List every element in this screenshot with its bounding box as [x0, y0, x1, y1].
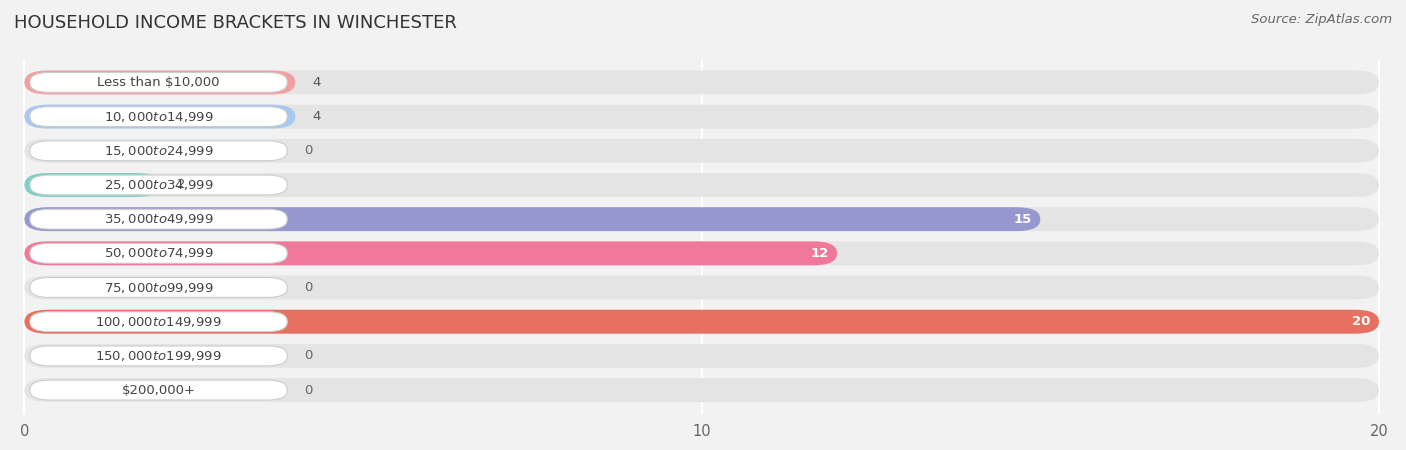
Text: $200,000+: $200,000+ [121, 383, 195, 396]
Text: 0: 0 [304, 281, 312, 294]
Text: Source: ZipAtlas.com: Source: ZipAtlas.com [1251, 14, 1392, 27]
FancyBboxPatch shape [30, 312, 287, 332]
Text: $150,000 to $199,999: $150,000 to $199,999 [96, 349, 222, 363]
Text: $35,000 to $49,999: $35,000 to $49,999 [104, 212, 214, 226]
FancyBboxPatch shape [30, 346, 287, 366]
Text: Less than $10,000: Less than $10,000 [97, 76, 219, 89]
Text: $75,000 to $99,999: $75,000 to $99,999 [104, 280, 214, 294]
FancyBboxPatch shape [24, 173, 160, 197]
Text: 0: 0 [304, 349, 312, 362]
FancyBboxPatch shape [30, 72, 287, 92]
FancyBboxPatch shape [30, 209, 287, 229]
Text: 0: 0 [304, 383, 312, 396]
FancyBboxPatch shape [24, 310, 1379, 333]
Text: 2: 2 [177, 179, 186, 192]
FancyBboxPatch shape [30, 141, 287, 161]
Text: 4: 4 [312, 110, 321, 123]
FancyBboxPatch shape [24, 241, 837, 266]
FancyBboxPatch shape [30, 278, 287, 297]
FancyBboxPatch shape [24, 139, 1379, 163]
Text: 15: 15 [1014, 213, 1032, 225]
Text: $100,000 to $149,999: $100,000 to $149,999 [96, 315, 222, 328]
FancyBboxPatch shape [24, 71, 1379, 94]
FancyBboxPatch shape [24, 71, 295, 94]
FancyBboxPatch shape [30, 243, 287, 263]
FancyBboxPatch shape [24, 105, 1379, 129]
FancyBboxPatch shape [30, 107, 287, 126]
Text: 20: 20 [1353, 315, 1371, 328]
FancyBboxPatch shape [24, 344, 1379, 368]
FancyBboxPatch shape [30, 380, 287, 400]
Text: $15,000 to $24,999: $15,000 to $24,999 [104, 144, 214, 158]
FancyBboxPatch shape [24, 275, 1379, 300]
Text: HOUSEHOLD INCOME BRACKETS IN WINCHESTER: HOUSEHOLD INCOME BRACKETS IN WINCHESTER [14, 14, 457, 32]
FancyBboxPatch shape [24, 310, 1379, 333]
FancyBboxPatch shape [24, 378, 1379, 402]
Text: 4: 4 [312, 76, 321, 89]
FancyBboxPatch shape [24, 207, 1379, 231]
FancyBboxPatch shape [24, 207, 1040, 231]
Text: 12: 12 [811, 247, 830, 260]
Text: $10,000 to $14,999: $10,000 to $14,999 [104, 110, 214, 124]
Text: 0: 0 [304, 144, 312, 158]
Text: $25,000 to $34,999: $25,000 to $34,999 [104, 178, 214, 192]
FancyBboxPatch shape [30, 175, 287, 195]
FancyBboxPatch shape [24, 173, 1379, 197]
FancyBboxPatch shape [24, 105, 295, 129]
Text: $50,000 to $74,999: $50,000 to $74,999 [104, 246, 214, 261]
FancyBboxPatch shape [24, 241, 1379, 266]
